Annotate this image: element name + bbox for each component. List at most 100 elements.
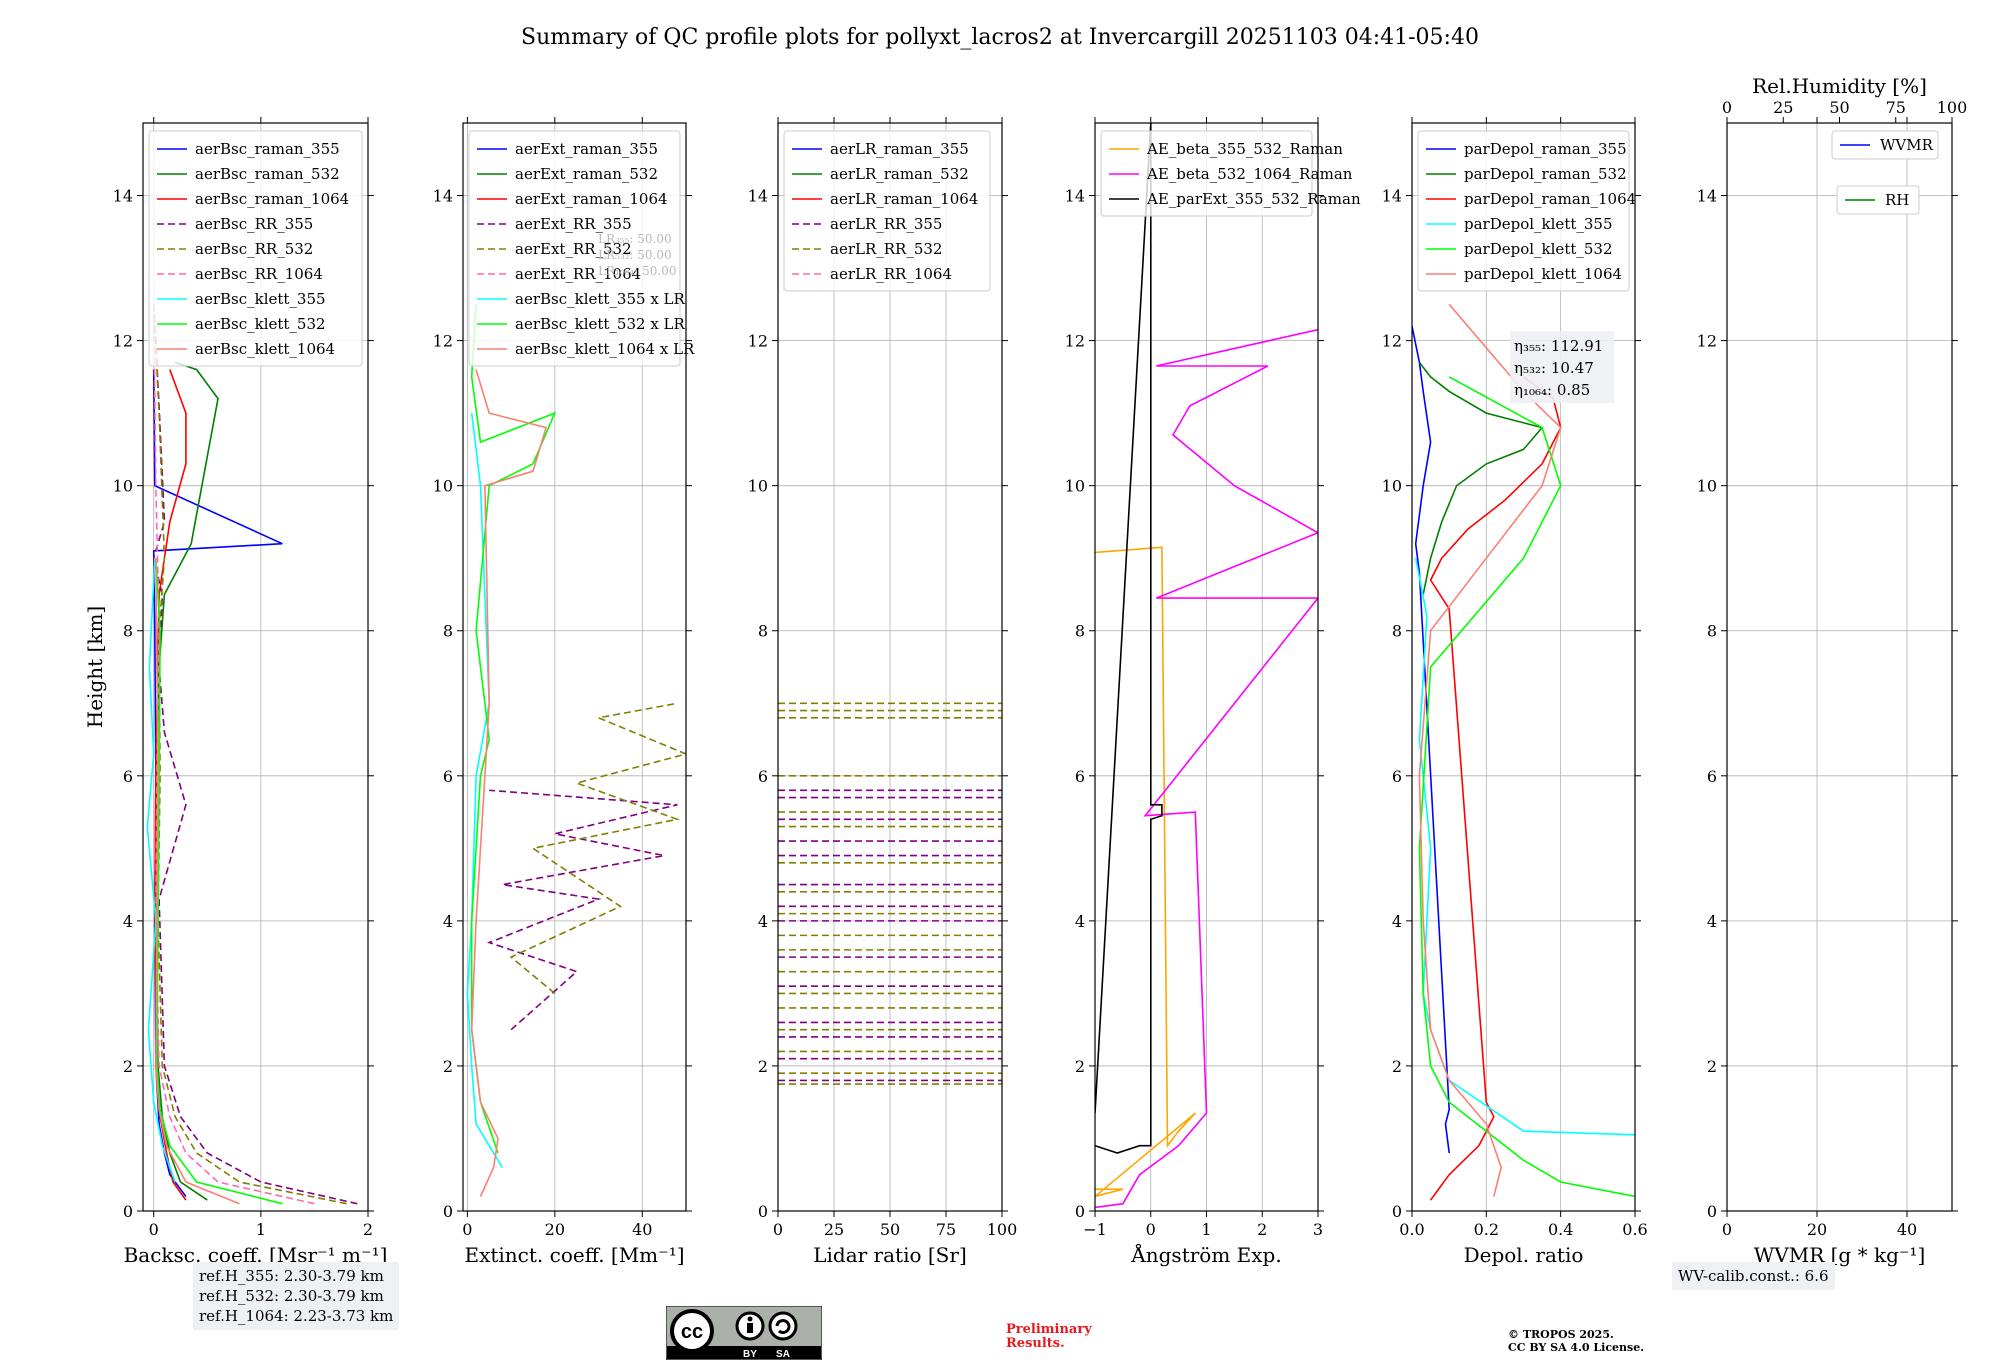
legend-label: aerBsc_raman_355 [195,140,340,158]
x-tick-label: 2 [1257,1220,1267,1239]
legend-label: aerBsc_klett_532 [195,315,326,333]
eta-annotation: η₃₅₅: 112.91 [1514,337,1603,355]
y-tick-label: 6 [1392,767,1402,786]
legend-label: aerExt_raman_532 [515,165,658,183]
y-tick-label: 10 [1382,477,1402,496]
legend-label: aerBsc_RR_532 [195,240,313,258]
axes-frame [462,122,687,1212]
series-line-aerBsc_klett_355 [146,558,176,1183]
legend-label: RH [1885,191,1909,209]
x2-tick-label: 0 [1722,98,1732,117]
axes-frame [1411,122,1636,1212]
x-axis-label: Depol. ratio [1464,1243,1584,1267]
series-line-aerBsc_klett_1064 x LR [470,369,548,1197]
y-tick-label: 2 [758,1057,768,1076]
plot-area [778,702,1002,1085]
y-tick-label: 10 [1065,477,1085,496]
y-tick-label: 10 [1697,477,1717,496]
axes-frame [142,122,369,1212]
x-tick-label: 20 [1807,1220,1827,1239]
legend-label: aerBsc_RR_1064 [195,265,323,283]
y-tick-label: 4 [123,912,133,931]
series-line-AE_beta_355_532_Raman [1095,546,1196,1198]
copyright-line-2: CC BY SA 4.0 License. [1508,1341,1645,1354]
y-tick-label: 10 [748,477,768,496]
legend-label: parDepol_klett_355 [1464,215,1613,233]
copyright-line-1: © TROPOS 2025. [1508,1328,1614,1341]
y-tick-label: 12 [433,332,453,351]
y-tick-label: 0 [1392,1202,1402,1221]
copyright-note: © TROPOS 2025. CC BY SA 4.0 License. [1508,1328,1644,1354]
x-tick-label: 0.0 [1399,1220,1424,1239]
svg-text:cc: cc [681,1321,703,1343]
x2-tick-label: 25 [1773,98,1793,117]
x-tick-label: 25 [824,1220,844,1239]
x-tick-label: 40 [632,1220,652,1239]
legend-label: aerLR_raman_355 [830,140,969,158]
y-tick-label: 4 [1075,912,1085,931]
x2-tick-label: 75 [1886,98,1906,117]
axes-frame [1726,122,1953,1212]
y-tick-label: 8 [1707,622,1717,641]
y-tick-label: 4 [1392,912,1402,931]
eta-annotation: η₅₃₂: 10.47 [1514,359,1594,377]
series-line-aerBsc_RR_355 [152,304,358,1205]
y-tick-label: 2 [123,1057,133,1076]
series-line-AE_beta_532_1064_Raman [1095,328,1318,1209]
series-line-aerBsc_klett_532 [155,558,283,1205]
series-line-parDepol_klett_1064 [1418,303,1562,1197]
legend-box [148,130,363,367]
legend-label: aerLR_RR_355 [830,215,942,233]
legend-box [1417,130,1630,292]
legend-label: WVMR [1880,136,1934,154]
plot-area [146,304,358,1205]
cc-icon [670,1309,714,1353]
legend-label: aerExt_RR_355 [515,215,632,233]
legend-label: AE_beta_532_1064_Raman [1146,165,1353,183]
wv-calib-const: WV-calib.const.: 6.6 [1678,1267,1829,1285]
ref-h-1064: ref.H_1064: 2.23-3.73 km [199,1307,394,1325]
legend-label: AE_beta_355_532_Raman [1146,140,1343,158]
legend-label: aerExt_RR_532 [515,240,632,258]
x-tick-label: 75 [936,1220,956,1239]
x-axis-label: Lidar ratio [Sr] [813,1243,967,1267]
y-tick-label: 6 [758,767,768,786]
sa-icon [768,1311,798,1341]
plot-area [1095,123,1318,1209]
y-tick-label: 14 [1065,187,1085,206]
ref-h-532: ref.H_532: 2.30-3.79 km [199,1287,384,1305]
x-tick-label: 2 [363,1220,373,1239]
legend-label: AE_parExt_355_532_Raman [1146,190,1361,208]
preliminary-line-1: Preliminary [1006,1322,1092,1337]
y-tick-label: 2 [1392,1057,1402,1076]
legend-label: aerBsc_klett_1064 x LR [515,340,695,358]
legend-box [1836,185,1920,215]
y-tick-label: 2 [1707,1057,1717,1076]
y-tick-label: 12 [748,332,768,351]
series-line-aerBsc_raman_1064 [153,369,187,1201]
y-tick-label: 14 [113,187,133,206]
y-tick-label: 14 [748,187,768,206]
legend-label: aerBsc_klett_532 x LR [515,315,686,333]
lr-annotation: LR₃₅₅: 50.00 [598,232,672,246]
x-tick-label: 0 [1146,1220,1156,1239]
x-tick-label: 0 [149,1220,159,1239]
x-axis-label: Ångström Exp. [1130,1242,1281,1267]
x-tick-label: 100 [987,1220,1018,1239]
panel-lidar_ratio: 0 25 50 75 100 0 2 4 6 8 10 12 14 Lidar ratio [Sr] aer… [748,117,1018,1267]
wv-calib-note: WV-calib.const.: 6.6 [1672,1262,1835,1290]
y-tick-label: 14 [1382,187,1402,206]
plot-area [466,304,686,1197]
series-line-parDepol_klett_532 [1418,376,1635,1198]
legend-label: parDepol_raman_355 [1464,140,1627,158]
lr-annotation: LR₁₀₆₄: 50.00 [598,264,676,278]
y-tick-label: 0 [1075,1202,1085,1221]
y-tick-label: 8 [123,622,133,641]
y-tick-label: 8 [443,622,453,641]
legend-label: aerBsc_klett_1064 [195,340,335,358]
legend-label: parDepol_klett_1064 [1464,265,1622,283]
series-line-aerBsc_klett_1064 [155,558,240,1205]
legend-label: aerExt_raman_1064 [515,190,668,208]
